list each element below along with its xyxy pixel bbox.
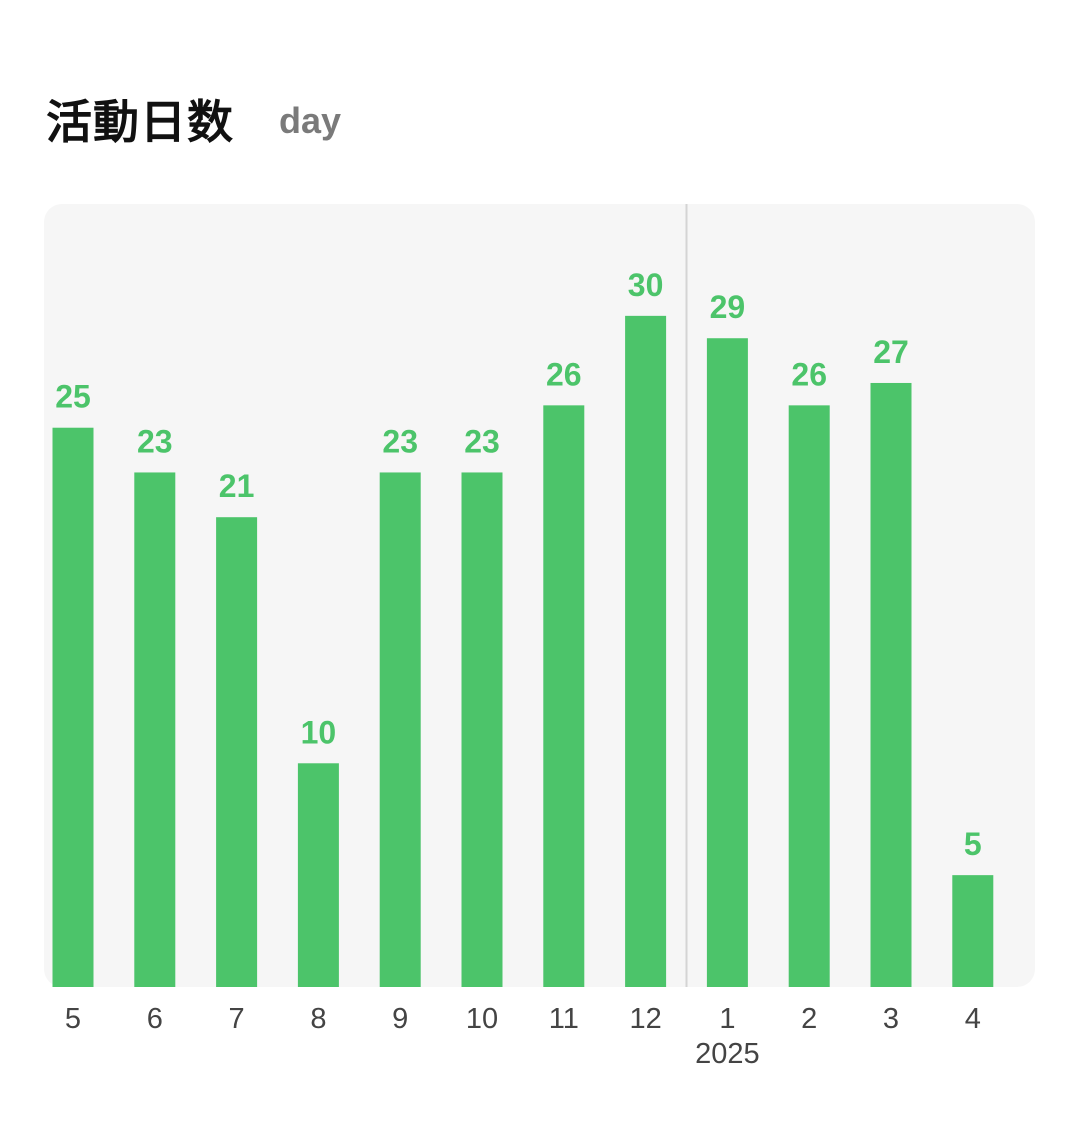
- x-tick-12: 12: [629, 1003, 661, 1035]
- x-tick-11: 11: [549, 1003, 579, 1035]
- bar-9: [379, 472, 421, 987]
- plot-panel: [44, 204, 1035, 987]
- bar-5: [52, 427, 94, 987]
- value-label-8: 10: [301, 714, 337, 750]
- bar-11: [543, 405, 585, 987]
- x-tick-5: 5: [65, 1003, 81, 1035]
- unit-label: day: [279, 100, 342, 141]
- bar-10: [461, 472, 503, 987]
- value-label-11: 26: [546, 356, 582, 392]
- year-label: 2025: [695, 1038, 760, 1070]
- value-label-6: 23: [137, 423, 173, 459]
- bar-12: [625, 315, 667, 987]
- bar-3: [870, 382, 912, 987]
- value-label-10: 23: [464, 423, 500, 459]
- bar-8: [297, 763, 339, 987]
- x-tick-3: 3: [883, 1003, 899, 1035]
- value-label-4: 5: [964, 826, 982, 862]
- bar-7: [216, 517, 258, 987]
- x-tick-9: 9: [392, 1003, 408, 1035]
- bar-2: [788, 405, 830, 987]
- x-tick-2: 2: [801, 1003, 817, 1035]
- chart-title: 活動日数: [46, 95, 234, 149]
- x-tick-1: 1: [719, 1003, 735, 1035]
- value-label-7: 21: [219, 468, 255, 504]
- value-label-5: 25: [55, 379, 91, 415]
- value-label-2: 26: [791, 356, 827, 392]
- x-tick-8: 8: [310, 1003, 326, 1035]
- bar-6: [134, 472, 176, 987]
- value-label-3: 27: [873, 334, 909, 370]
- value-label-9: 23: [382, 423, 418, 459]
- value-label-12: 30: [628, 267, 664, 303]
- x-tick-6: 6: [147, 1003, 163, 1035]
- bar-4: [952, 875, 994, 987]
- x-tick-4: 4: [965, 1003, 981, 1035]
- bar-1: [706, 338, 748, 987]
- x-tick-7: 7: [229, 1003, 245, 1035]
- value-label-1: 29: [710, 289, 746, 325]
- x-tick-10: 10: [466, 1003, 498, 1035]
